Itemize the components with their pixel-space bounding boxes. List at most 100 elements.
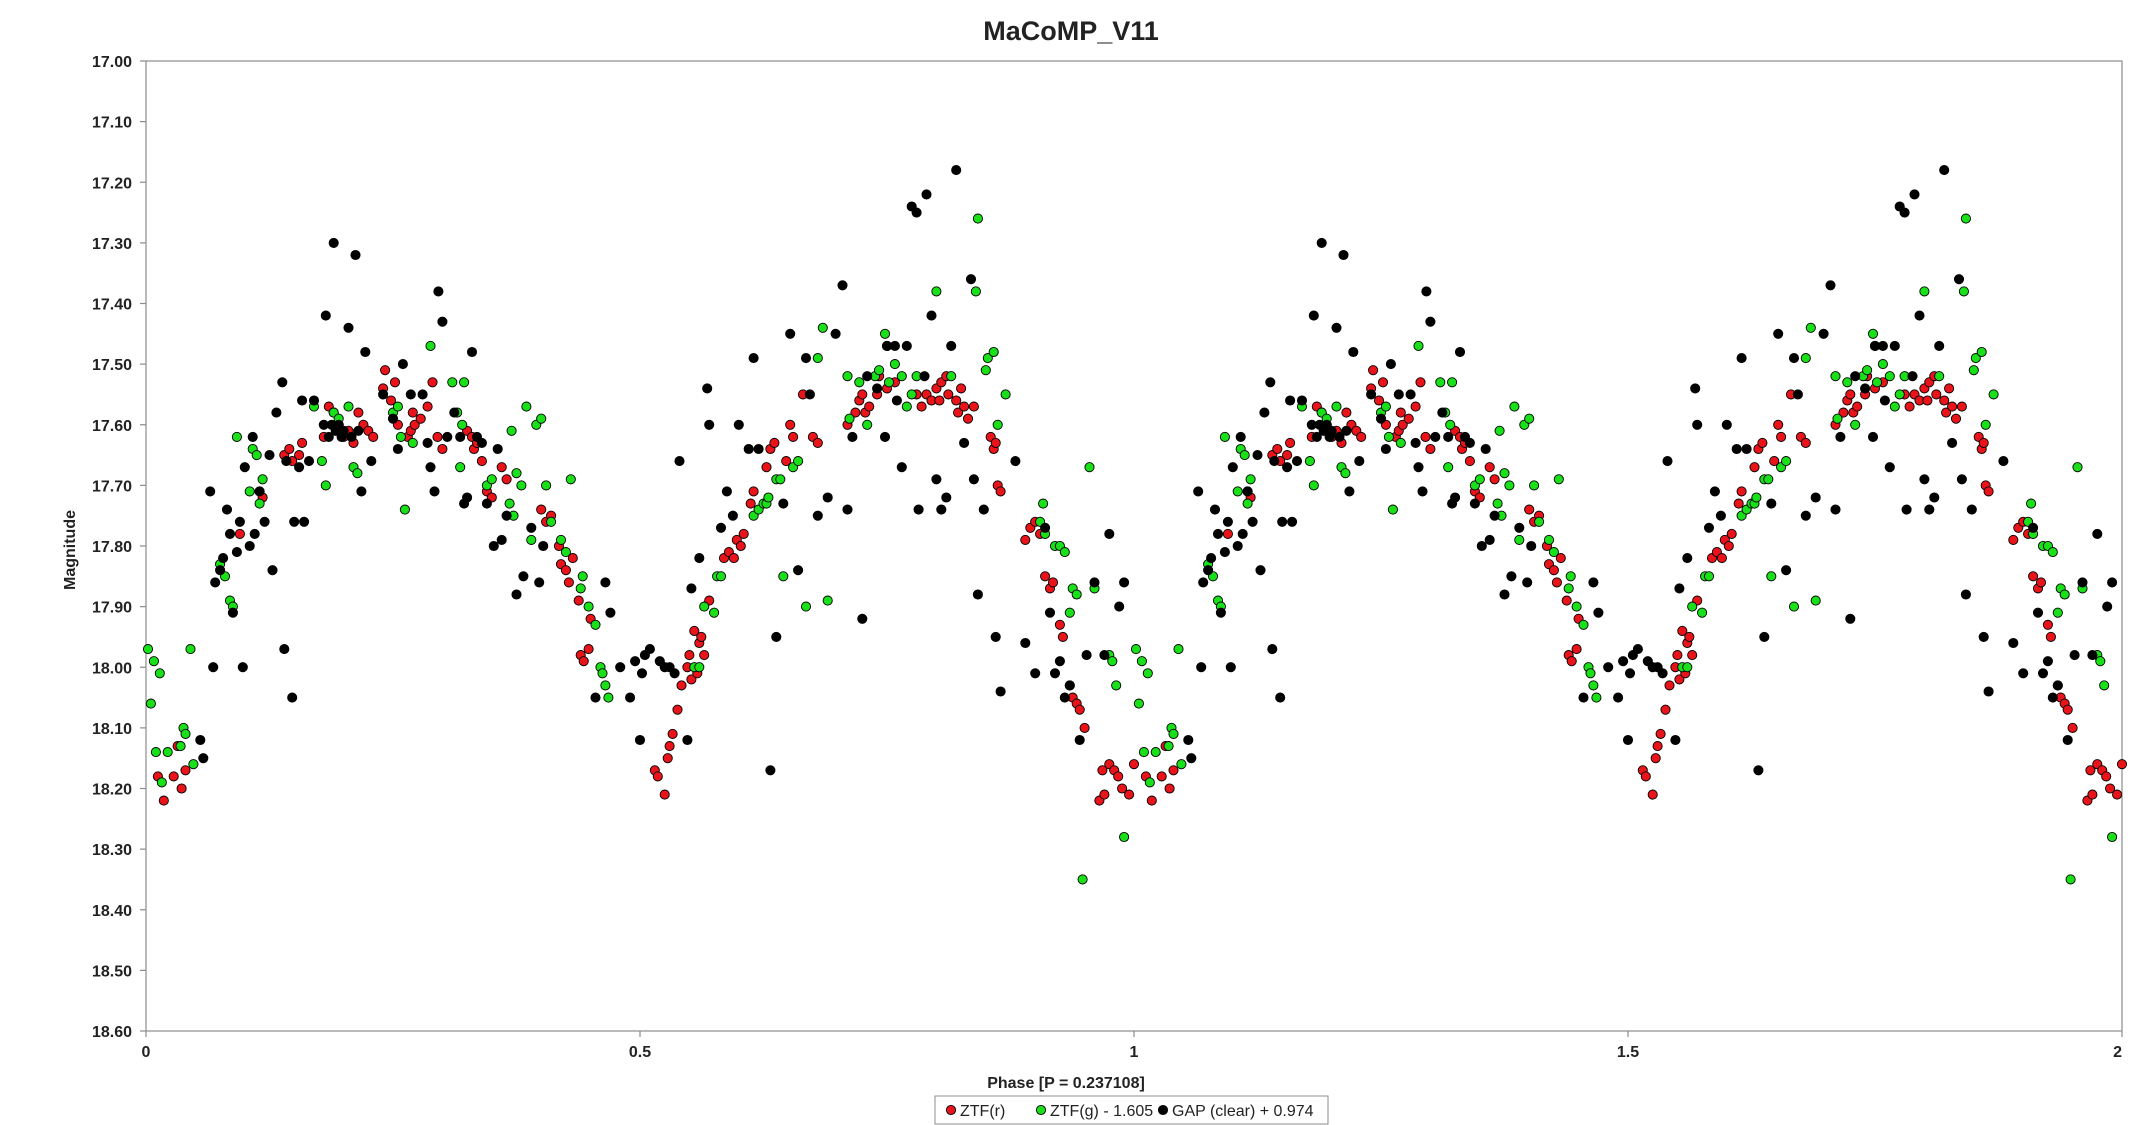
data-point xyxy=(995,486,1006,497)
data-point xyxy=(1097,765,1108,776)
data-point xyxy=(429,486,440,497)
data-point xyxy=(1867,431,1879,442)
data-point xyxy=(1773,328,1784,339)
y-tick-label: 18.50 xyxy=(92,963,132,980)
data-point xyxy=(511,589,522,600)
data-point xyxy=(1203,565,1214,576)
data-point xyxy=(906,389,917,400)
data-point xyxy=(546,516,557,527)
data-point xyxy=(1340,468,1351,479)
data-point xyxy=(1492,498,1503,509)
data-point xyxy=(1956,401,1967,412)
legend-label: GAP (clear) + 0.974 xyxy=(1172,1103,1314,1120)
data-point xyxy=(521,401,532,412)
data-point xyxy=(854,377,865,388)
data-point xyxy=(600,577,611,588)
data-point xyxy=(205,486,216,497)
data-point xyxy=(934,395,945,406)
data-point xyxy=(1084,462,1095,473)
data-point xyxy=(395,431,406,442)
data-point xyxy=(1255,565,1266,576)
data-point xyxy=(1871,377,1883,388)
data-point xyxy=(1845,613,1856,624)
data-point xyxy=(694,662,705,673)
data-point xyxy=(368,431,379,442)
x-tick-label: 2 xyxy=(2113,1044,2122,1061)
y-tick-label: 17.10 xyxy=(92,115,132,132)
data-point xyxy=(2101,771,2112,782)
data-point xyxy=(1326,425,1337,436)
data-point xyxy=(1514,534,1525,545)
data-point xyxy=(1850,419,1861,430)
data-point xyxy=(457,419,468,430)
data-point xyxy=(277,377,288,388)
data-point xyxy=(1563,583,1574,594)
data-point xyxy=(1731,443,1742,455)
data-point xyxy=(951,395,962,406)
data-point xyxy=(2099,680,2110,691)
data-point xyxy=(407,407,418,418)
data-point xyxy=(180,765,191,776)
data-point xyxy=(180,728,191,739)
data-point xyxy=(284,443,295,455)
data-point xyxy=(1759,631,1770,642)
data-point xyxy=(1670,734,1681,746)
data-point xyxy=(1835,431,1846,442)
data-point xyxy=(946,340,957,351)
data-point xyxy=(1104,528,1115,539)
data-point xyxy=(1059,547,1070,558)
data-point xyxy=(1489,474,1500,485)
data-point xyxy=(195,734,206,746)
data-point xyxy=(597,668,608,679)
data-point xyxy=(1099,789,1110,800)
data-point xyxy=(449,407,460,418)
data-point xyxy=(407,437,418,448)
data-point xyxy=(2042,619,2053,630)
x-tick-label: 0 xyxy=(142,1044,151,1061)
data-point xyxy=(1420,431,1431,442)
data-point xyxy=(1304,456,1315,467)
data-point xyxy=(1593,607,1604,618)
data-point xyxy=(244,486,255,497)
data-point xyxy=(378,389,389,400)
data-point xyxy=(990,631,1001,642)
legend-label: ZTF(g) - 1.605 xyxy=(1050,1103,1153,1120)
data-point xyxy=(145,698,156,709)
data-point xyxy=(1757,437,1768,448)
data-point xyxy=(1690,383,1701,394)
data-point xyxy=(1049,668,1061,679)
data-point xyxy=(1130,644,1142,655)
data-point xyxy=(1901,504,1912,515)
legend-marker xyxy=(1157,1104,1169,1116)
y-tick-label: 17.60 xyxy=(92,418,132,435)
data-point xyxy=(1800,437,1811,448)
data-point xyxy=(1894,389,1905,400)
data-point xyxy=(1838,407,1849,418)
y-tick-label: 17.40 xyxy=(92,297,132,314)
data-point xyxy=(1410,437,1421,448)
data-point xyxy=(1047,577,1059,588)
data-point xyxy=(1397,419,1408,430)
data-point xyxy=(1383,431,1394,442)
data-point xyxy=(896,371,907,382)
data-point xyxy=(1624,668,1636,679)
data-point xyxy=(761,462,772,473)
data-point xyxy=(1277,516,1288,527)
data-point xyxy=(748,353,759,364)
data-point xyxy=(879,431,891,442)
data-point xyxy=(1079,722,1090,733)
data-point xyxy=(1534,516,1545,527)
data-point xyxy=(353,407,364,418)
data-point xyxy=(323,431,334,442)
data-point xyxy=(812,437,823,448)
data-point xyxy=(682,734,693,746)
data-point xyxy=(208,662,219,673)
data-point xyxy=(1375,413,1387,424)
data-point xyxy=(1931,389,1942,400)
data-point xyxy=(257,474,268,485)
data-point xyxy=(303,456,315,467)
data-point xyxy=(492,443,503,455)
data-point xyxy=(392,443,403,455)
data-point xyxy=(1781,456,1792,467)
data-point xyxy=(735,540,746,552)
